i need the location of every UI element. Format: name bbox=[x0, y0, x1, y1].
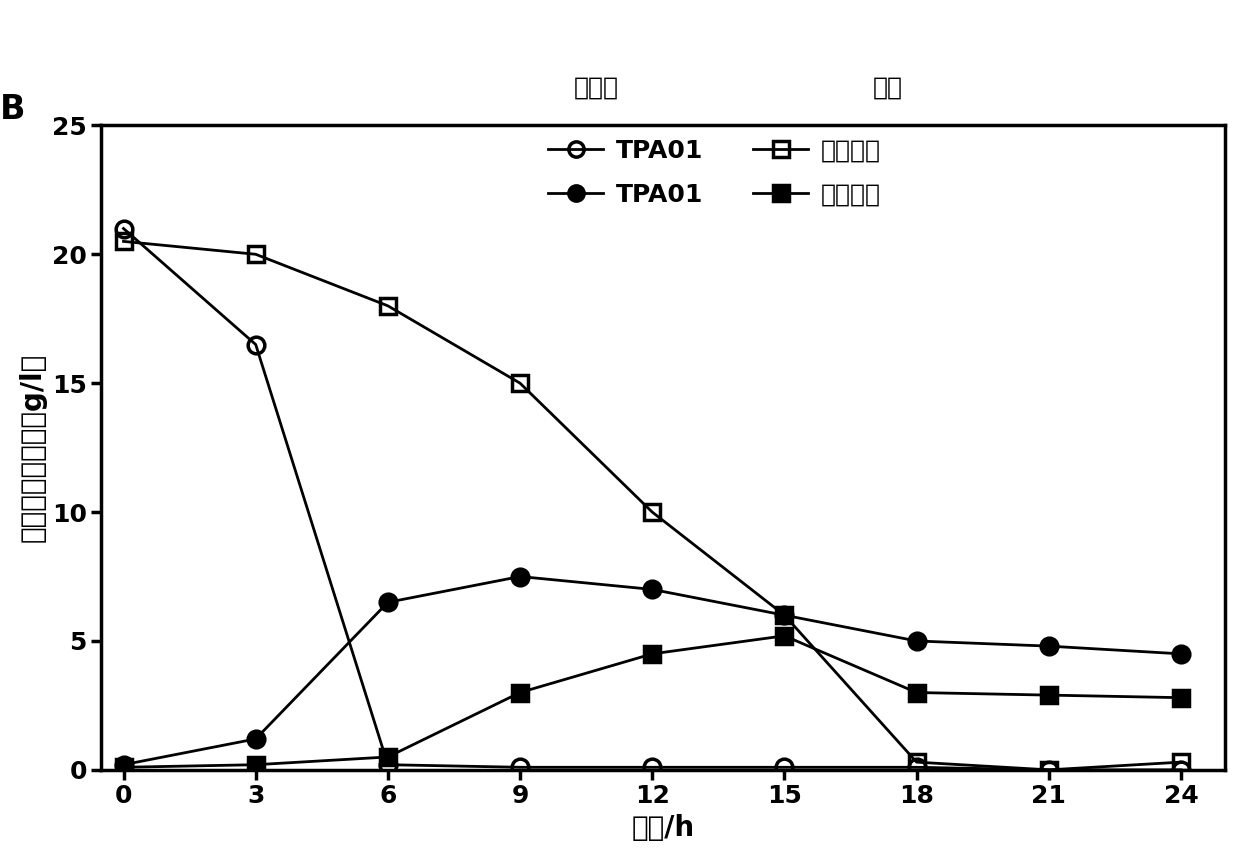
Text: B: B bbox=[0, 93, 26, 126]
Text: 乙醒: 乙醒 bbox=[873, 75, 903, 99]
Text: 葡萄糖: 葡萄糖 bbox=[573, 75, 619, 99]
Y-axis label: 乙醒葡萄糖浓度（g/l）: 乙醒葡萄糖浓度（g/l） bbox=[19, 353, 46, 542]
X-axis label: 时间/h: 时间/h bbox=[631, 814, 694, 842]
Legend: TPA01, TPA01, 原始菌株, 原始菌株: TPA01, TPA01, 原始菌株, 原始菌株 bbox=[541, 131, 888, 214]
